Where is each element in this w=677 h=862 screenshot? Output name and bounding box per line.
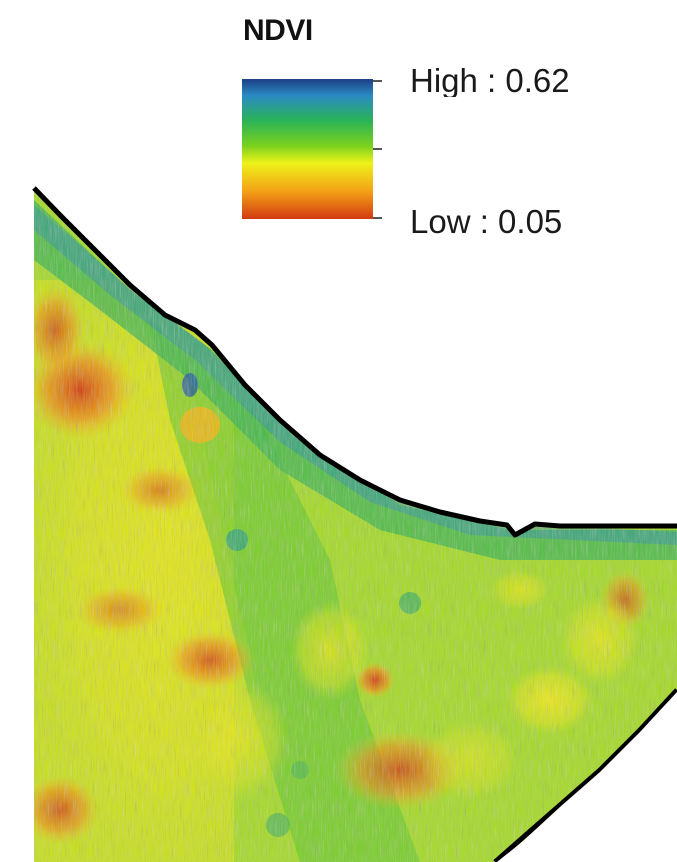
ndvi-color-ramp xyxy=(242,79,373,219)
legend-low-label: Low : 0.05 xyxy=(410,205,563,238)
ramp-tick-mid xyxy=(373,148,382,150)
legend-high-label: High : 0.62 xyxy=(410,64,570,97)
ramp-tick-low xyxy=(373,217,382,219)
legend-title: NDVI xyxy=(243,14,313,47)
ramp-tick-high xyxy=(373,80,382,82)
field-boundary xyxy=(32,186,677,862)
